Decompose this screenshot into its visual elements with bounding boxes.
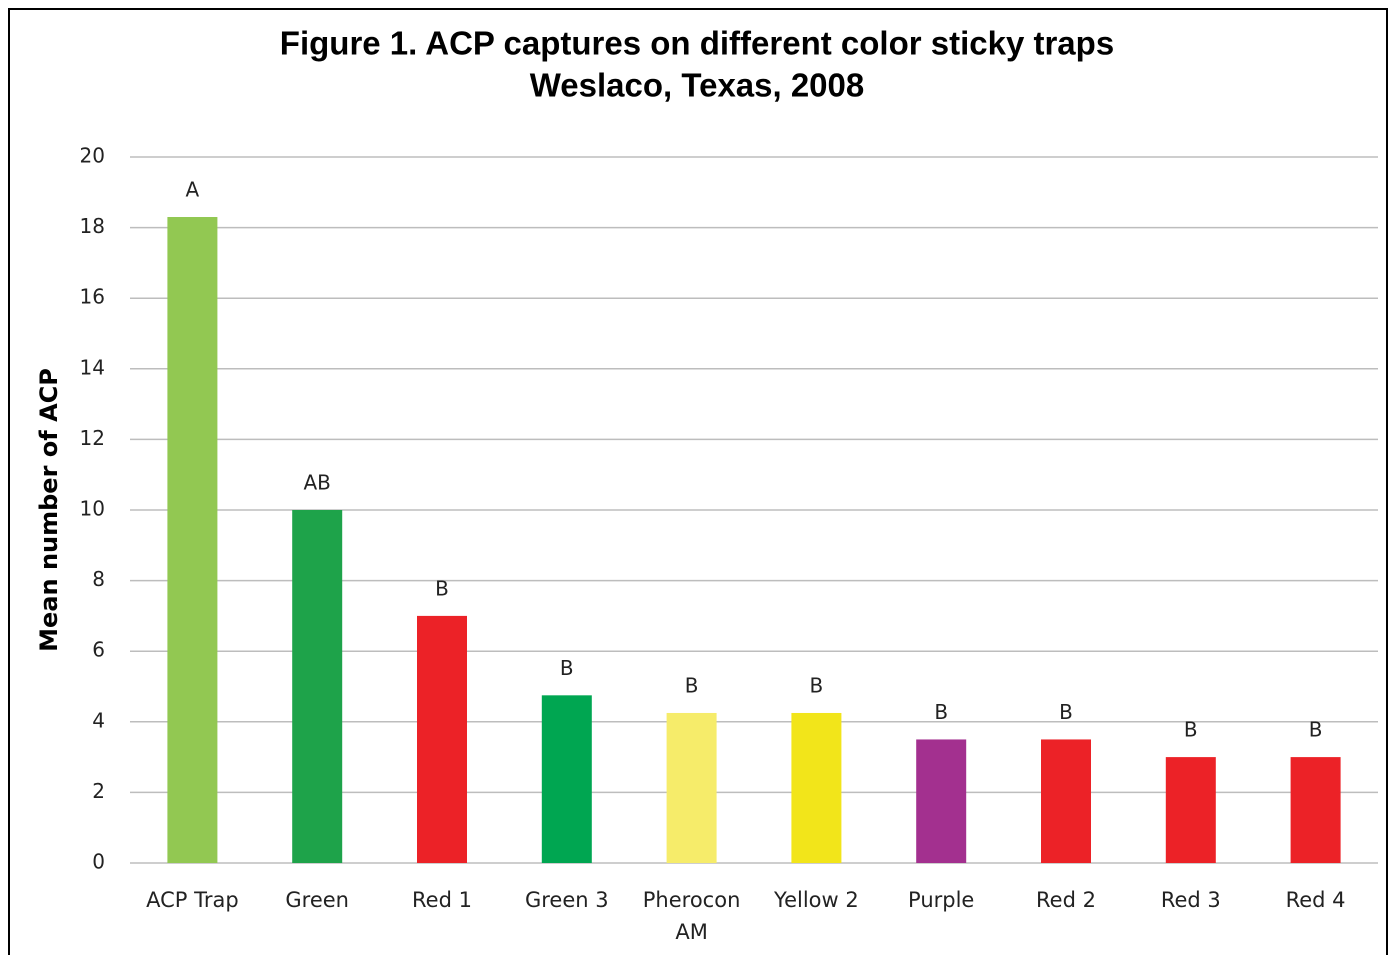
y-tick-label: 20	[80, 144, 105, 168]
y-tick-label: 12	[80, 426, 105, 450]
significance-letter: B	[810, 673, 824, 697]
significance-letter: B	[1184, 718, 1198, 742]
frame	[8, 8, 1388, 955]
significance-letter: AB	[303, 471, 330, 495]
x-tick-label: Pherocon AM	[642, 888, 741, 944]
bar	[541, 695, 592, 863]
x-tick-label: Green 3	[524, 888, 609, 912]
chart-title: Figure 1. ACP captures on different colo…	[280, 25, 1114, 62]
bar	[1165, 757, 1216, 863]
y-axis-label: Mean number of ACP	[35, 368, 63, 652]
y-tick-label: 14	[80, 355, 105, 379]
x-tick-label: Purple	[908, 888, 975, 912]
x-tick-label: Green	[285, 888, 349, 912]
bar	[292, 510, 343, 863]
significance-letter: B	[1059, 700, 1073, 724]
significance-letter: B	[934, 700, 948, 724]
x-tick-label: ACP Trap	[146, 888, 239, 912]
x-tick-label: Red 2	[1036, 888, 1096, 912]
bar	[1290, 757, 1341, 863]
bar	[791, 712, 842, 863]
bar	[1041, 739, 1091, 863]
y-tick-label: 8	[92, 567, 105, 591]
x-tick-label: Red 1	[412, 888, 472, 912]
x-tick-label: Yellow 2	[774, 888, 859, 912]
y-tick-label: 0	[92, 850, 105, 874]
y-tick-label: 6	[92, 638, 105, 662]
chart-subtitle: Weslaco, Texas, 2008	[530, 67, 865, 104]
y-tick-label: 2	[92, 779, 105, 803]
significance-letter: B	[560, 656, 574, 680]
significance-letter: B	[685, 673, 699, 697]
y-tick-label: 4	[92, 708, 105, 732]
y-tick-label: 16	[80, 285, 105, 309]
bar	[666, 712, 717, 863]
significance-letter: B	[435, 576, 449, 600]
significance-letter: B	[1309, 718, 1323, 742]
bar	[417, 615, 467, 863]
bar	[916, 739, 967, 863]
y-tick-label: 10	[80, 497, 105, 521]
x-tick-label: Red 4	[1285, 888, 1346, 912]
x-tick-label: Red 3	[1160, 888, 1221, 912]
significance-letter: A	[186, 178, 200, 202]
bar	[167, 217, 218, 863]
y-tick-label: 18	[80, 214, 105, 238]
